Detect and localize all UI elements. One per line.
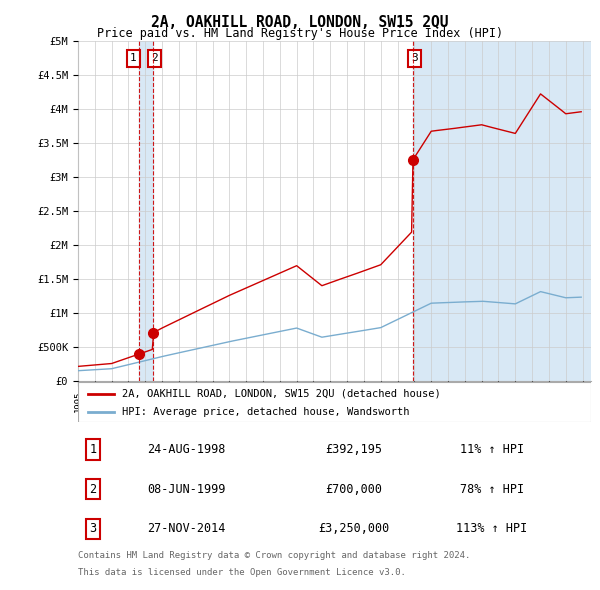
Text: 08-JUN-1999: 08-JUN-1999 [147, 483, 225, 496]
Text: £3,250,000: £3,250,000 [319, 522, 389, 535]
Text: Contains HM Land Registry data © Crown copyright and database right 2024.: Contains HM Land Registry data © Crown c… [78, 551, 470, 560]
Text: 11% ↑ HPI: 11% ↑ HPI [460, 443, 524, 456]
Text: Price paid vs. HM Land Registry's House Price Index (HPI): Price paid vs. HM Land Registry's House … [97, 27, 503, 40]
Text: 2: 2 [151, 53, 158, 63]
Text: £392,195: £392,195 [325, 443, 383, 456]
Text: 113% ↑ HPI: 113% ↑ HPI [457, 522, 527, 535]
Bar [139, 41, 152, 381]
Text: 3: 3 [411, 53, 418, 63]
Text: This data is licensed under the Open Government Licence v3.0.: This data is licensed under the Open Gov… [78, 568, 406, 576]
Text: 2: 2 [89, 483, 97, 496]
Text: 27-NOV-2014: 27-NOV-2014 [147, 522, 225, 535]
Text: HPI: Average price, detached house, Wandsworth: HPI: Average price, detached house, Wand… [122, 407, 409, 417]
Text: 2A, OAKHILL ROAD, LONDON, SW15 2QU (detached house): 2A, OAKHILL ROAD, LONDON, SW15 2QU (deta… [122, 389, 440, 399]
FancyBboxPatch shape [78, 382, 591, 422]
Text: 1: 1 [130, 53, 137, 63]
Text: 1: 1 [89, 443, 97, 456]
Text: 24-AUG-1998: 24-AUG-1998 [147, 443, 225, 456]
Text: £700,000: £700,000 [325, 483, 383, 496]
Bar [413, 41, 591, 381]
Text: 2A, OAKHILL ROAD, LONDON, SW15 2QU: 2A, OAKHILL ROAD, LONDON, SW15 2QU [151, 15, 449, 30]
Text: 78% ↑ HPI: 78% ↑ HPI [460, 483, 524, 496]
Text: 3: 3 [89, 522, 97, 535]
